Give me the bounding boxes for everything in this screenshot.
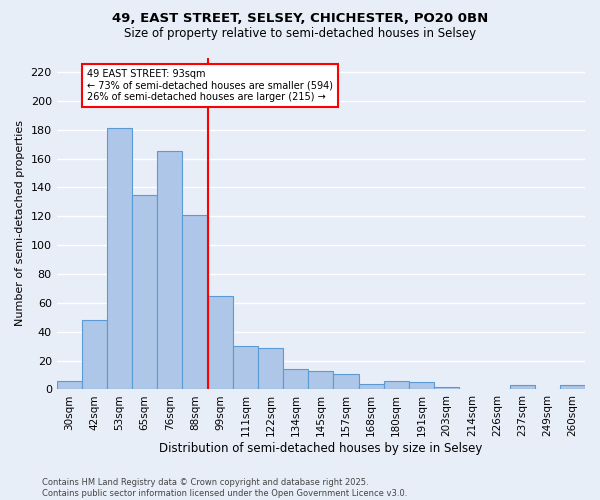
Text: 49, EAST STREET, SELSEY, CHICHESTER, PO20 0BN: 49, EAST STREET, SELSEY, CHICHESTER, PO2… [112, 12, 488, 26]
Bar [509, 385, 535, 390]
Bar [107, 128, 132, 390]
Text: Contains HM Land Registry data © Crown copyright and database right 2025.
Contai: Contains HM Land Registry data © Crown c… [42, 478, 407, 498]
Bar [208, 296, 233, 390]
Bar [434, 386, 459, 390]
Bar [560, 385, 585, 390]
Text: 49 EAST STREET: 93sqm
← 73% of semi-detached houses are smaller (594)
26% of sem: 49 EAST STREET: 93sqm ← 73% of semi-deta… [87, 69, 333, 102]
Bar [258, 348, 283, 390]
Bar [82, 320, 107, 390]
Bar [308, 370, 334, 390]
Y-axis label: Number of semi-detached properties: Number of semi-detached properties [15, 120, 25, 326]
Bar [384, 381, 409, 390]
Bar [233, 346, 258, 390]
Bar [182, 215, 208, 390]
Text: Size of property relative to semi-detached houses in Selsey: Size of property relative to semi-detach… [124, 28, 476, 40]
Bar [157, 152, 182, 390]
Bar [132, 194, 157, 390]
X-axis label: Distribution of semi-detached houses by size in Selsey: Distribution of semi-detached houses by … [159, 442, 482, 455]
Bar [56, 381, 82, 390]
Bar [283, 370, 308, 390]
Bar [409, 382, 434, 390]
Bar [334, 374, 359, 390]
Bar [359, 384, 384, 390]
